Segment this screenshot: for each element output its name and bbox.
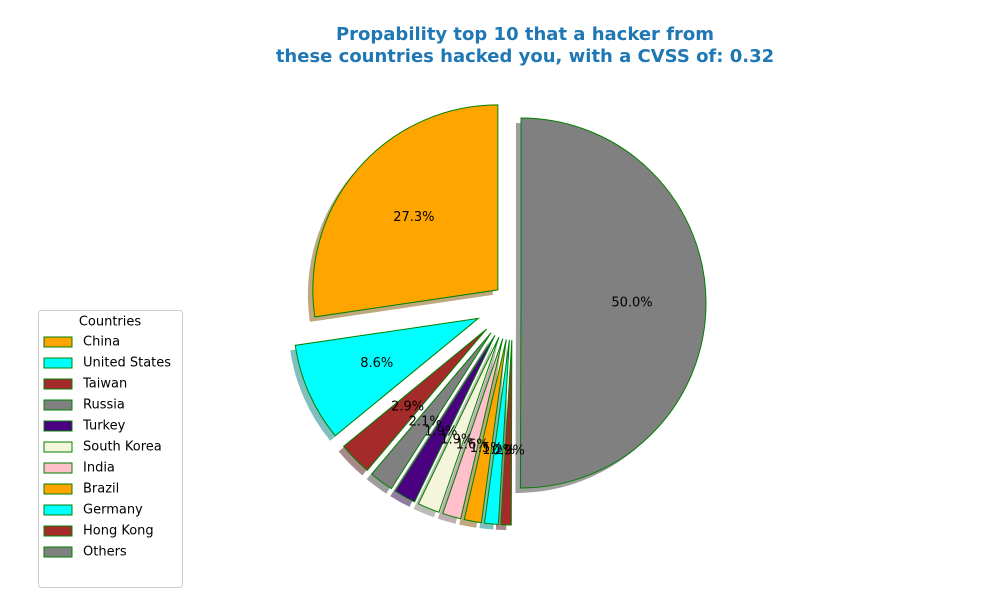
pie-slice — [442, 338, 504, 520]
legend-label: Taiwan — [82, 377, 127, 392]
legend-label: China — [83, 335, 120, 350]
legend-label: South Korea — [83, 440, 162, 455]
legend-swatch — [43, 420, 73, 432]
data-label: 2.1% — [409, 415, 442, 430]
pie-slice — [312, 104, 499, 318]
legend-swatch — [43, 546, 73, 558]
legend-label: United States — [83, 356, 171, 371]
legend-swatch — [43, 441, 73, 453]
legend-swatch — [43, 336, 73, 348]
pie-slice — [417, 337, 500, 513]
legend-label: Russia — [83, 398, 125, 413]
chart-title: Propability top 10 that a hacker from th… — [275, 24, 775, 67]
pie-slice — [519, 117, 707, 489]
legend-label: Hong Kong — [83, 524, 154, 539]
legend-swatch — [43, 462, 73, 474]
pie-slice — [342, 328, 488, 472]
legend-swatch — [43, 399, 73, 411]
data-label: 27.3% — [393, 210, 434, 225]
legend-box — [38, 310, 183, 588]
data-label: 2.9% — [391, 399, 424, 414]
data-label: 1.9% — [424, 425, 457, 440]
pie-slice — [463, 339, 507, 524]
pie-slice — [483, 339, 510, 526]
data-label: 1.6% — [456, 438, 489, 453]
pie-slice — [500, 339, 513, 526]
data-label: 1.9% — [440, 432, 473, 447]
pie-slice — [370, 332, 492, 490]
legend-label: Turkey — [82, 419, 126, 434]
legend-swatch — [43, 504, 73, 516]
data-label: 50.0% — [611, 296, 652, 311]
legend-label: Brazil — [83, 482, 119, 497]
pie-slice — [294, 317, 480, 437]
legend-label: Germany — [83, 503, 143, 518]
legend-label: India — [83, 461, 115, 476]
data-label: 1.5% — [470, 441, 503, 456]
pie-slice — [394, 335, 496, 503]
data-label: 8.6% — [360, 356, 393, 371]
legend-title: Countries — [79, 315, 142, 330]
data-label: 1.2% — [482, 443, 515, 458]
legend-swatch — [43, 525, 73, 537]
data-label: 0.9% — [492, 443, 525, 458]
legend-swatch — [43, 357, 73, 369]
legend-label: Others — [83, 545, 127, 560]
legend-swatch — [43, 483, 73, 495]
legend-swatch — [43, 378, 73, 390]
slice-shadow — [437, 343, 498, 524]
